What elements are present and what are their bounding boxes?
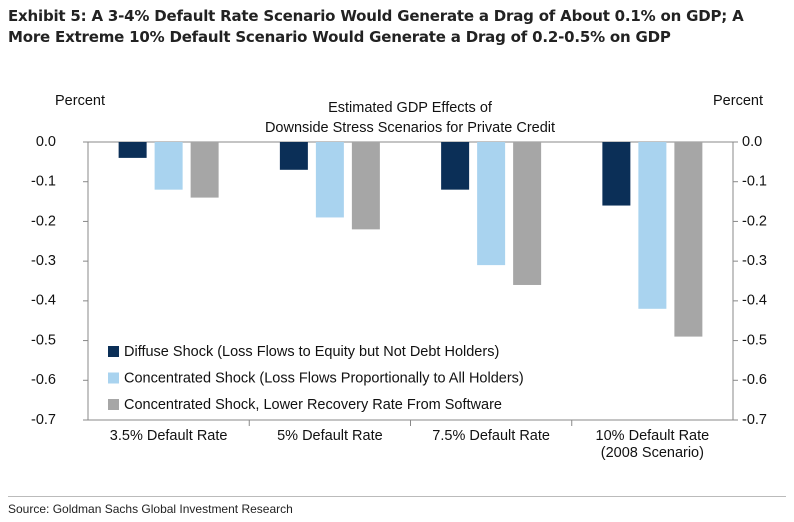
y-tick-label: -0.3 (31, 253, 56, 269)
bar (602, 142, 631, 206)
legend-swatch (108, 346, 119, 357)
y2-axis-label: Percent (713, 93, 763, 109)
chart-title: Downside Stress Scenarios for Private Cr… (265, 120, 555, 136)
y2-tick-label: -0.6 (742, 372, 767, 388)
bar (315, 142, 344, 218)
bar (279, 142, 308, 170)
bar (154, 142, 183, 190)
x-tick-label: 7.5% Default Rate (432, 428, 550, 444)
bar (674, 142, 703, 337)
y2-tick-label: -0.5 (742, 332, 767, 348)
y-tick-label: 0.0 (36, 134, 56, 150)
y-axis-label: Percent (55, 93, 105, 109)
legend-label: Concentrated Shock, Lower Recovery Rate … (124, 397, 502, 413)
y2-tick-label: -0.4 (742, 293, 767, 309)
y-tick-label: -0.7 (31, 412, 56, 428)
bar (638, 142, 667, 309)
legend-swatch (108, 399, 119, 410)
legend-label: Concentrated Shock (Loss Flows Proportio… (124, 370, 524, 386)
x-tick-label: 10% Default Rate (2008 Scenario) (595, 428, 710, 461)
x-tick-label: 5% Default Rate (277, 428, 383, 444)
legend-swatch (108, 372, 119, 384)
y-tick-label: -0.1 (31, 174, 56, 190)
bar (441, 142, 470, 190)
exhibit-title: Exhibit 5: A 3-4% Default Rate Scenario … (8, 7, 744, 46)
y-tick-label: -0.6 (31, 372, 56, 388)
y2-tick-label: -0.2 (742, 213, 767, 229)
x-tick-label: 3.5% Default Rate (109, 428, 228, 444)
y-tick-label: -0.4 (31, 293, 56, 309)
y-tick-label: -0.5 (31, 332, 56, 348)
bar (351, 142, 380, 230)
divider (8, 496, 786, 497)
legend-label: Diffuse Shock (Loss Flows to Equity but … (124, 344, 499, 360)
bar (477, 142, 506, 266)
y2-tick-label: -0.3 (742, 253, 767, 269)
bar (513, 142, 542, 285)
chart-title: Estimated GDP Effects of (328, 100, 493, 116)
bar (118, 142, 147, 158)
y-tick-label: -0.2 (31, 213, 56, 229)
bar (190, 142, 219, 198)
source-note: Source: Goldman Sachs Global Investment … (8, 502, 293, 516)
y2-tick-label: -0.7 (742, 412, 767, 428)
y2-tick-label: -0.1 (742, 174, 767, 190)
y2-tick-label: 0.0 (742, 134, 762, 150)
